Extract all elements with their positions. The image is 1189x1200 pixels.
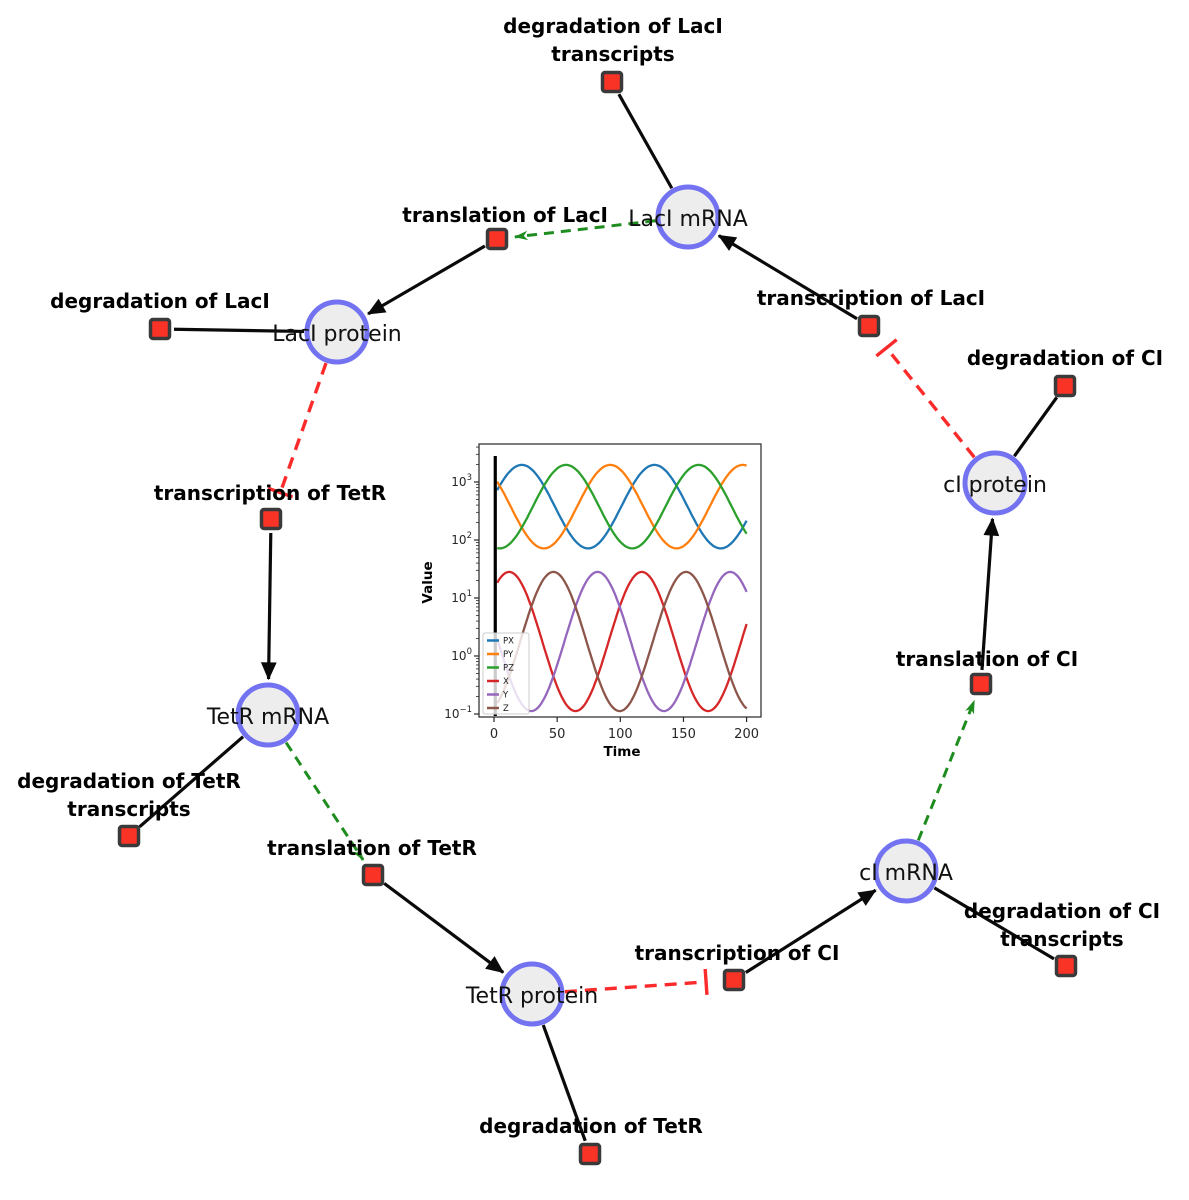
species-label-ci-protein: cI protein (943, 473, 1047, 498)
reaction-node-tc-ci (722, 968, 746, 992)
reaction-node-deg-ci-tx (1054, 954, 1078, 978)
edge-product-tl-tetr-to-tetr-protein (383, 882, 505, 974)
edges-layer (138, 93, 1059, 1142)
chart-y-tick-label: 101 (451, 589, 472, 605)
reaction-label-deg-ci: degradation of CI (967, 346, 1163, 370)
edge-reactant-tetr-protein-to-deg-tetr (541, 1024, 587, 1142)
chart-x-tick-label: 150 (671, 727, 696, 742)
chart-ylabel: Value (420, 561, 436, 603)
reaction-label-tc-ci: transcription of CI (635, 941, 840, 965)
chart-series-PY (496, 463, 747, 550)
reaction-label-deg-tetr: degradation of TetR (479, 1114, 703, 1138)
reaction-node-deg-laci (148, 317, 172, 341)
inhibition-tbar-tetr-protein-to-tc-ci (703, 968, 709, 996)
chart-xlabel: Time (603, 744, 640, 760)
reaction-label-deg-laci-tx: degradation of LacI (503, 14, 723, 38)
species-label-tetr-mrna: TetR mRNA (206, 705, 329, 730)
species-label-tetr-protein: TetR protein (465, 984, 598, 1009)
species-node-laci-protein (304, 299, 370, 365)
chart-legend-label-Z: Z (503, 704, 509, 714)
chart-series-Z (496, 570, 748, 713)
reaction-label-deg-ci-tx-line2: transcripts (1000, 927, 1123, 951)
edge-inhibition-tetr-protein-to-tc-ci (564, 980, 707, 994)
edge-modifier-laci-mrna-to-tl-laci (513, 219, 656, 241)
reaction-label-deg-ci-tx: degradation of CI (964, 899, 1160, 923)
chart-series-PX (496, 463, 748, 550)
edge-reactant-ci-protein-to-deg-ci (1013, 396, 1059, 458)
species-label-laci-mrna: LacI mRNA (628, 207, 748, 232)
chart-series-X (496, 570, 748, 713)
edge-modifier-ci-mrna-to-tl-ci (916, 699, 976, 841)
reaction-label-tc-tetr: transcription of TetR (154, 481, 386, 505)
reaction-label-tl-laci: translation of LacI (402, 203, 608, 227)
chart-legend-label-PX: PX (503, 637, 514, 647)
chart-y-tick-label: 103 (451, 473, 472, 489)
reaction-node-tc-tetr (259, 507, 283, 531)
chart-y-tick-label: 102 (451, 531, 472, 547)
species-node-tetr-protein (499, 961, 565, 1027)
reaction-label-deg-laci-tx-line2: transcripts (551, 42, 674, 66)
reaction-label-tc-laci: transcription of LacI (757, 286, 985, 310)
reaction-label-deg-tetr-tx-line2: transcripts (67, 797, 190, 821)
chart-x-tick-label: 0 (490, 727, 498, 742)
reaction-node-deg-tetr (578, 1142, 602, 1166)
reaction-node-tl-ci (969, 672, 993, 696)
reaction-node-deg-tetr-tx (117, 824, 141, 848)
chart-series-PZ (496, 463, 748, 550)
edge-product-tl-laci-to-laci-protein (367, 244, 486, 316)
reaction-label-tl-tetr: translation of TetR (267, 836, 477, 860)
reaction-node-tc-laci (857, 314, 881, 338)
edge-product-tc-ci-to-ci-mrna (744, 888, 877, 974)
chart-legend-label-Y: Y (502, 691, 509, 701)
reaction-label-tl-ci: translation of CI (896, 647, 1078, 671)
inhibition-tbar-ci-protein-to-tc-laci (875, 338, 898, 358)
edge-modifier-tetr-mrna-to-tl-tetr (284, 741, 365, 861)
inhibition-tbar-laci-protein-to-tc-tetr (267, 486, 294, 499)
labels-layer: LacI mRNA LacI protein TetR mRNA TetR prote… (17, 14, 1163, 1138)
edge-inhibition-ci-protein-to-tc-laci (885, 346, 976, 459)
edge-product-tc-laci-to-laci-mrna (717, 234, 858, 321)
chart-y-tick-label: 100 (451, 647, 472, 663)
chart-legend-label-X: X (503, 677, 509, 687)
nodes-layer (117, 70, 1078, 1166)
chart-x-tick-label: 100 (608, 727, 633, 742)
edge-product-tc-tetr-to-tetr-mrna (260, 532, 277, 681)
species-label-laci-protein: LacI protein (272, 322, 402, 347)
species-node-tetr-mrna (235, 682, 301, 748)
species-node-ci-mrna (873, 838, 939, 904)
species-node-ci-protein (962, 450, 1028, 516)
edge-reactant-laci-protein-to-deg-laci (173, 327, 305, 334)
reaction-node-tl-tetr (361, 863, 385, 887)
chart-y-tick-label: 10−1 (444, 705, 472, 721)
reaction-label-deg-laci: degradation of LacI (50, 289, 270, 313)
edge-reactant-ci-mrna-to-deg-ci-tx (933, 886, 1055, 961)
edge-inhibition-laci-protein-to-tc-tetr (278, 362, 328, 494)
edge-product-tl-ci-to-ci-protein (980, 517, 1000, 671)
chart-legend-label-PZ: PZ (503, 664, 514, 674)
chart-x-tick-label: 200 (734, 727, 759, 742)
species-label-ci-mrna: cI mRNA (859, 861, 953, 886)
reaction-node-tl-laci (485, 227, 509, 251)
reaction-label-deg-tetr-tx: degradation of TetR (17, 769, 241, 793)
edge-reactant-laci-mrna-to-deg-laci-tx (617, 93, 674, 190)
reaction-node-deg-laci-tx (600, 70, 624, 94)
species-node-laci-mrna (655, 184, 721, 250)
chart-series-Y (496, 570, 748, 713)
edge-reactant-tetr-mrna-to-deg-tetr-tx (138, 735, 245, 829)
chart-x-tick-label: 50 (549, 727, 566, 742)
reaction-node-deg-ci (1053, 374, 1077, 398)
chart-legend-label-PY: PY (503, 650, 514, 660)
chart-legend: PX PY PZ XYZ (482, 632, 530, 715)
